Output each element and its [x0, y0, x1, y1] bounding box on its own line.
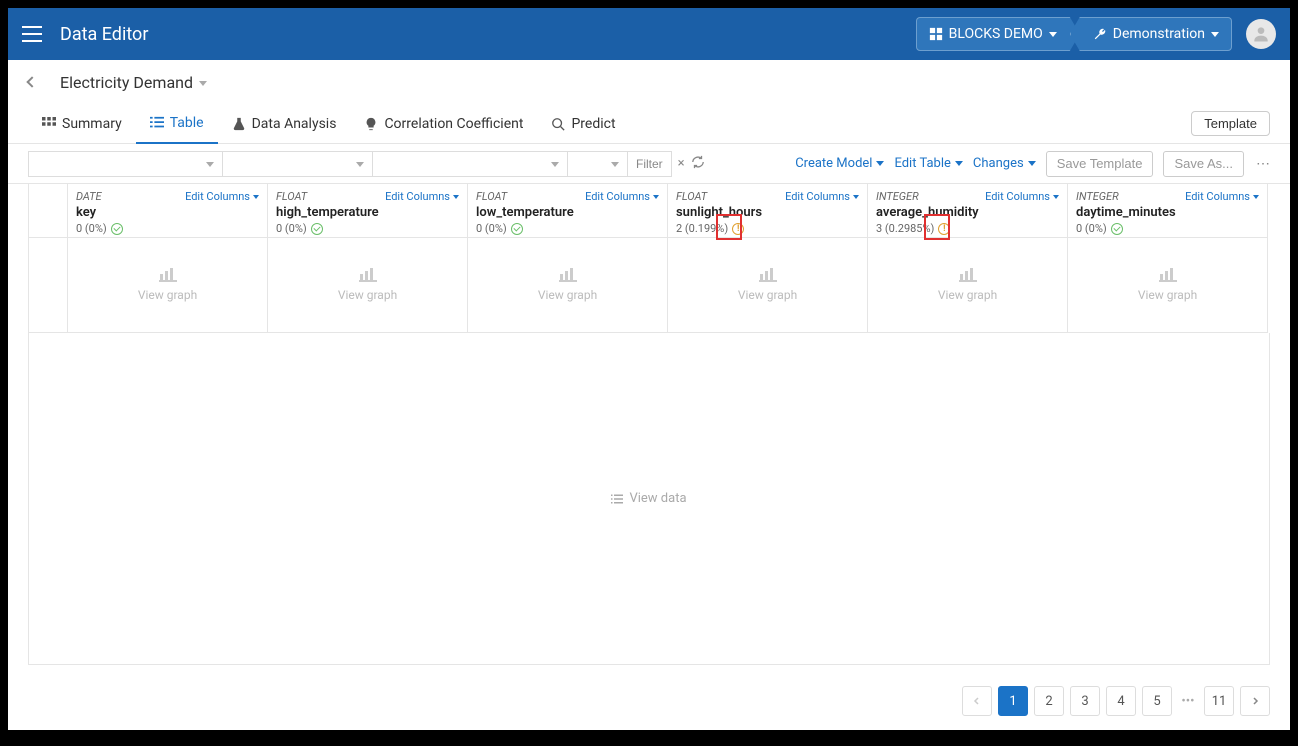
- edit-columns-dropdown[interactable]: Edit Columns: [385, 190, 459, 203]
- more-icon[interactable]: ⋯: [1256, 156, 1270, 172]
- view-graph-button[interactable]: View graph: [68, 238, 267, 332]
- tab-summary[interactable]: Summary: [28, 104, 136, 144]
- chevron-right-icon: [1251, 697, 1259, 705]
- save-template-button[interactable]: Save Template: [1046, 151, 1154, 177]
- column-name: low_temperature: [476, 205, 659, 220]
- template-button[interactable]: Template: [1191, 111, 1270, 136]
- tabs: Summary Table Data Analysis Correlation …: [8, 104, 1290, 144]
- filter-select-1[interactable]: [28, 151, 223, 177]
- title-dropdown-icon[interactable]: [199, 81, 207, 86]
- column-stat: 0 (0%): [276, 222, 459, 235]
- refresh-icon[interactable]: [691, 154, 705, 173]
- column-name: daytime_minutes: [1076, 205, 1259, 220]
- wrench-icon: [1093, 27, 1107, 41]
- project-selector[interactable]: BLOCKS DEMO: [916, 17, 1080, 51]
- column-name: average_humidity: [876, 205, 1059, 220]
- clear-filter-icon[interactable]: ×: [678, 156, 685, 171]
- check-icon: [511, 223, 523, 235]
- page-2[interactable]: 2: [1034, 686, 1064, 716]
- page-4[interactable]: 4: [1106, 686, 1136, 716]
- check-icon: [111, 223, 123, 235]
- caret-down-icon: [1211, 32, 1219, 37]
- column-average_humidity: INTEGEREdit Columnsaverage_humidity3 (0.…: [868, 184, 1068, 333]
- chart-icon: [1159, 268, 1177, 282]
- column-name: key: [76, 205, 259, 220]
- back-arrow-icon[interactable]: [26, 76, 37, 87]
- page-5[interactable]: 5: [1142, 686, 1172, 716]
- chart-icon: [359, 268, 377, 282]
- list-icon: [150, 116, 164, 130]
- grid-icon: [42, 117, 56, 131]
- check-icon: [1111, 223, 1123, 235]
- flask-icon: [232, 117, 246, 131]
- menu-icon[interactable]: [22, 26, 42, 42]
- column-stat: 0 (0%): [476, 222, 659, 235]
- column-daytime_minutes: INTEGEREdit Columnsdaytime_minutes0 (0%)…: [1068, 184, 1268, 333]
- filter-select-4[interactable]: [568, 151, 628, 177]
- columns-header: DATEEdit Columnskey0 (0%) View graphFLOA…: [8, 184, 1290, 333]
- page-next[interactable]: [1240, 686, 1270, 716]
- edit-columns-dropdown[interactable]: Edit Columns: [1185, 190, 1259, 203]
- tab-table[interactable]: Table: [136, 104, 218, 144]
- column-stat: 0 (0%): [76, 222, 259, 235]
- chevron-left-icon: [973, 697, 981, 705]
- list-icon: [611, 493, 623, 505]
- edit-columns-dropdown[interactable]: Edit Columns: [185, 190, 259, 203]
- edit-table-dropdown[interactable]: Edit Table: [894, 156, 962, 171]
- data-body: View data: [28, 333, 1270, 665]
- magnify-icon: [551, 117, 565, 131]
- filter-button[interactable]: Filter: [628, 151, 672, 177]
- check-icon: [311, 223, 323, 235]
- view-data-button[interactable]: View data: [611, 491, 686, 506]
- filter-select-2[interactable]: [223, 151, 373, 177]
- blocks-icon: [929, 27, 943, 41]
- topbar: Data Editor BLOCKS DEMO Demonstration: [8, 8, 1290, 60]
- edit-columns-dropdown[interactable]: Edit Columns: [785, 190, 859, 203]
- chart-icon: [759, 268, 777, 282]
- column-stat: 2 (0.199%) !: [676, 222, 859, 235]
- tab-correlation[interactable]: Correlation Coefficient: [350, 104, 537, 144]
- filter-select-3[interactable]: [373, 151, 568, 177]
- create-model-dropdown[interactable]: Create Model: [795, 156, 884, 171]
- row-index-column: [28, 184, 68, 333]
- toolbar: Filter × Create Model Edit Table Changes…: [8, 144, 1290, 184]
- tab-predict[interactable]: Predict: [537, 104, 629, 144]
- column-low_temperature: FLOATEdit Columnslow_temperature0 (0%) V…: [468, 184, 668, 333]
- column-name: sunlight_hours: [676, 205, 859, 220]
- column-high_temperature: FLOATEdit Columnshigh_temperature0 (0%) …: [268, 184, 468, 333]
- page-3[interactable]: 3: [1070, 686, 1100, 716]
- user-icon: [1251, 24, 1271, 44]
- app-title: Data Editor: [60, 24, 148, 45]
- view-graph-button[interactable]: View graph: [468, 238, 667, 332]
- chart-icon: [559, 268, 577, 282]
- view-graph-button[interactable]: View graph: [868, 238, 1067, 332]
- column-stat: 0 (0%): [1076, 222, 1259, 235]
- page-title: Electricity Demand: [60, 73, 207, 92]
- edit-columns-dropdown[interactable]: Edit Columns: [985, 190, 1059, 203]
- page-11[interactable]: 11: [1204, 686, 1234, 716]
- env-selector[interactable]: Demonstration: [1070, 17, 1232, 51]
- column-sunlight_hours: FLOATEdit Columnssunlight_hours2 (0.199%…: [668, 184, 868, 333]
- view-graph-button[interactable]: View graph: [1068, 238, 1267, 332]
- view-graph-button[interactable]: View graph: [268, 238, 467, 332]
- column-stat: 3 (0.2985%) !: [876, 222, 1059, 235]
- pagination: 12345 ••• 11: [962, 686, 1270, 716]
- caret-down-icon: [1049, 32, 1057, 37]
- page-1[interactable]: 1: [998, 686, 1028, 716]
- changes-dropdown[interactable]: Changes: [973, 156, 1036, 171]
- column-key: DATEEdit Columnskey0 (0%) View graph: [68, 184, 268, 333]
- chart-icon: [959, 268, 977, 282]
- subheader: Electricity Demand: [8, 60, 1290, 104]
- column-name: high_temperature: [276, 205, 459, 220]
- save-as-button[interactable]: Save As...: [1163, 151, 1244, 177]
- page-prev[interactable]: [962, 686, 992, 716]
- avatar[interactable]: [1246, 19, 1276, 49]
- tab-analysis[interactable]: Data Analysis: [218, 104, 351, 144]
- bulb-icon: [364, 117, 378, 131]
- chart-icon: [159, 268, 177, 282]
- page-ellipsis: •••: [1178, 686, 1198, 716]
- edit-columns-dropdown[interactable]: Edit Columns: [585, 190, 659, 203]
- view-graph-button[interactable]: View graph: [668, 238, 867, 332]
